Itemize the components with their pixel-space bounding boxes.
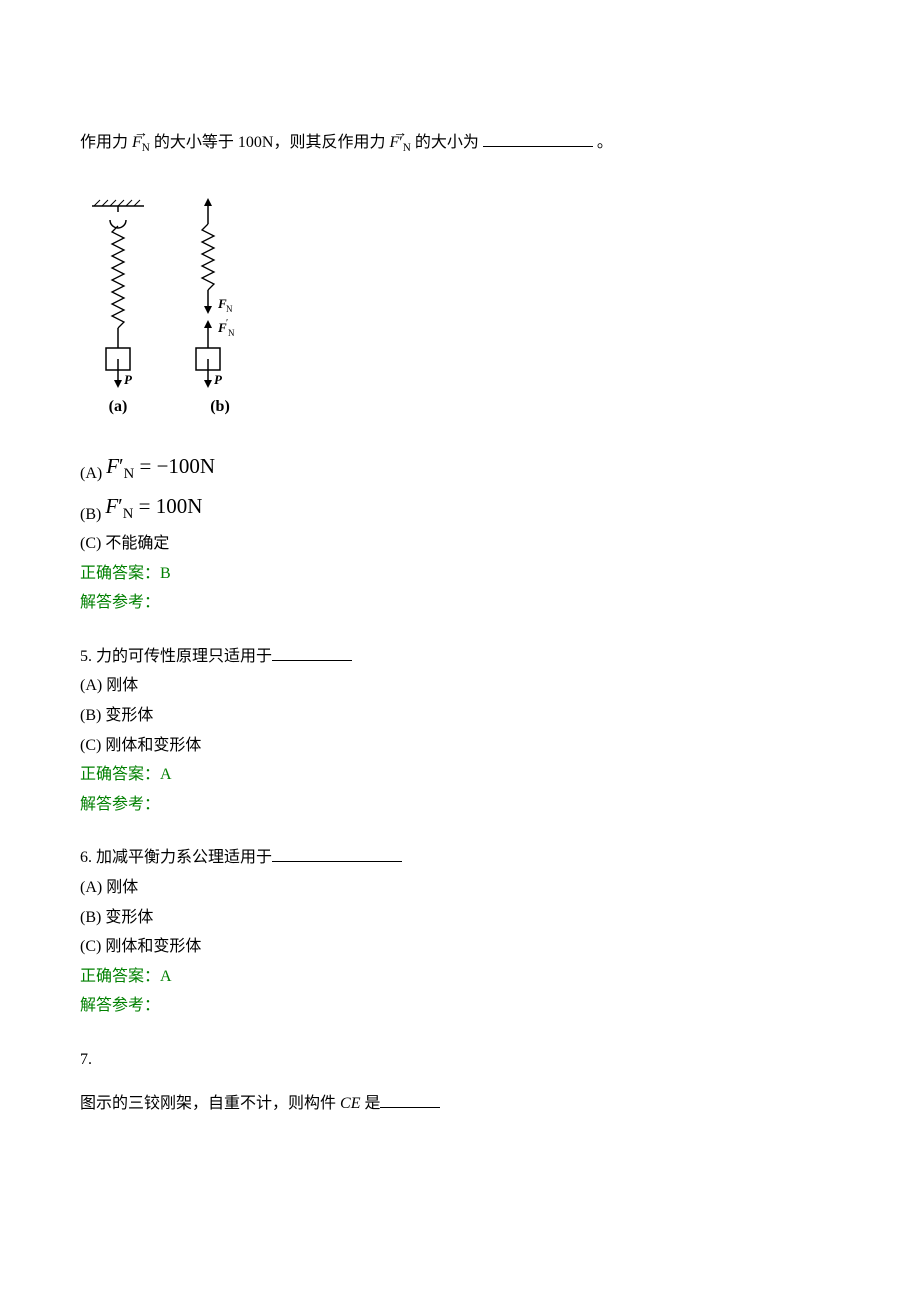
svg-text:P: P bbox=[214, 372, 223, 387]
vector-fn-prime: → F′N bbox=[389, 130, 410, 158]
q4-optA-formula: F′N = −100N bbox=[106, 450, 215, 487]
correct-value: A bbox=[160, 766, 172, 783]
q4-options: (A) F′N = −100N (B) F′N = 100N (C) 不能确定 bbox=[80, 450, 840, 557]
option-text: 刚体 bbox=[106, 879, 138, 896]
q5-stem: 力的可传性原理只适用于 bbox=[96, 648, 272, 665]
svg-text:N: N bbox=[226, 304, 233, 314]
q6-correct: 正确答案：A bbox=[80, 964, 840, 990]
q7-stem-line: 图示的三铰刚架，自重不计，则构件 CE 是 bbox=[80, 1091, 840, 1117]
diagram-a-svg: P bbox=[90, 198, 146, 388]
q4-intro-part3: 的大小为 bbox=[415, 134, 479, 151]
q4-option-b: (B) F′N = 100N bbox=[80, 490, 840, 527]
q4-option-c: (C) 不能确定 bbox=[80, 531, 840, 557]
option-label: (A) bbox=[80, 677, 102, 694]
q4-correct: 正确答案：B bbox=[80, 561, 840, 587]
sub: N bbox=[123, 507, 134, 523]
q5-num: 5. bbox=[80, 648, 96, 665]
q6-option-c: (C) 刚体和变形体 bbox=[80, 934, 840, 960]
svg-text:N: N bbox=[228, 328, 235, 338]
q6-option-a: (A) 刚体 bbox=[80, 875, 840, 901]
diagram-b-svg: F N F ′ N P bbox=[180, 198, 260, 388]
q5-ref: 解答参考： bbox=[80, 792, 840, 818]
svg-text:P: P bbox=[124, 372, 133, 387]
vector-arrow: → bbox=[132, 122, 150, 145]
eq: = bbox=[139, 494, 156, 518]
q5-option-c: (C) 刚体和变形体 bbox=[80, 733, 840, 759]
vector-arrow: → bbox=[389, 122, 410, 145]
q7-stem-post: 是 bbox=[360, 1095, 380, 1112]
option-label: (C) bbox=[80, 531, 101, 557]
correct-value: A bbox=[160, 968, 172, 985]
q4-optC-text: 不能确定 bbox=[105, 531, 169, 557]
q4-option-a: (A) F′N = −100N bbox=[80, 450, 840, 487]
option-text: 变形体 bbox=[105, 707, 153, 724]
q6-blank bbox=[272, 845, 402, 862]
q6-ref: 解答参考： bbox=[80, 993, 840, 1019]
q5-blank bbox=[272, 644, 352, 661]
option-label: (B) bbox=[80, 909, 101, 926]
q6-stem-line: 6. 加减平衡力系公理适用于 bbox=[80, 845, 840, 871]
q7-stem-pre: 图示的三铰刚架，自重不计，则构件 bbox=[80, 1095, 340, 1112]
option-label: (B) bbox=[80, 707, 101, 724]
option-text: 刚体 bbox=[106, 677, 138, 694]
diagram-a: P (a) bbox=[90, 198, 146, 420]
q4-intro: 作用力 → FN 的大小等于 100N，则其反作用力 → F′N 的大小为 。 bbox=[80, 130, 840, 158]
rhs: −100N bbox=[157, 454, 216, 478]
q6-stem: 加减平衡力系公理适用于 bbox=[96, 849, 272, 866]
correct-label: 正确答案： bbox=[80, 766, 160, 783]
q5-block: 5. 力的可传性原理只适用于 (A) 刚体 (B) 变形体 (C) 刚体和变形体… bbox=[80, 644, 840, 818]
q5-option-b: (B) 变形体 bbox=[80, 703, 840, 729]
q4-blank bbox=[483, 130, 593, 147]
q4-intro-end: 。 bbox=[597, 134, 613, 151]
option-text: 刚体和变形体 bbox=[105, 938, 201, 955]
q5-option-a: (A) 刚体 bbox=[80, 673, 840, 699]
diagram-a-caption: (a) bbox=[109, 394, 128, 420]
correct-label: 正确答案： bbox=[80, 968, 160, 985]
option-label: (A) bbox=[80, 461, 102, 487]
q4-diagram-block: P (a) F N bbox=[90, 198, 840, 420]
q7-blank bbox=[380, 1091, 440, 1108]
option-label: (C) bbox=[80, 737, 101, 754]
q6-num: 6. bbox=[80, 849, 96, 866]
option-label: (B) bbox=[80, 502, 101, 528]
q7-block: 7. 图示的三铰刚架，自重不计，则构件 CE 是 bbox=[80, 1047, 840, 1116]
q7-num: 7. bbox=[80, 1047, 840, 1073]
q4-intro-part2: 的大小等于 100N，则其反作用力 bbox=[154, 134, 390, 151]
vector-fn: → FN bbox=[132, 130, 150, 158]
q4-intro-part1: 作用力 bbox=[80, 134, 132, 151]
q5-stem-line: 5. 力的可传性原理只适用于 bbox=[80, 644, 840, 670]
q7-member: CE bbox=[340, 1095, 360, 1112]
q6-option-b: (B) 变形体 bbox=[80, 905, 840, 931]
diagram-b: F N F ′ N P (b) bbox=[180, 198, 260, 420]
sym: F bbox=[106, 454, 119, 478]
sub: N bbox=[124, 466, 135, 482]
diagram-b-caption: (b) bbox=[210, 394, 230, 420]
q4-ref: 解答参考： bbox=[80, 590, 840, 616]
eq: = bbox=[140, 454, 157, 478]
sym: F bbox=[105, 494, 118, 518]
q5-correct: 正确答案：A bbox=[80, 762, 840, 788]
option-label: (C) bbox=[80, 938, 101, 955]
q6-block: 6. 加减平衡力系公理适用于 (A) 刚体 (B) 变形体 (C) 刚体和变形体… bbox=[80, 845, 840, 1019]
correct-value: B bbox=[160, 565, 171, 582]
option-label: (A) bbox=[80, 879, 102, 896]
option-text: 刚体和变形体 bbox=[105, 737, 201, 754]
option-text: 变形体 bbox=[105, 909, 153, 926]
correct-label: 正确答案： bbox=[80, 565, 160, 582]
q4-optB-formula: F′N = 100N bbox=[105, 490, 202, 527]
rhs: 100N bbox=[156, 494, 203, 518]
